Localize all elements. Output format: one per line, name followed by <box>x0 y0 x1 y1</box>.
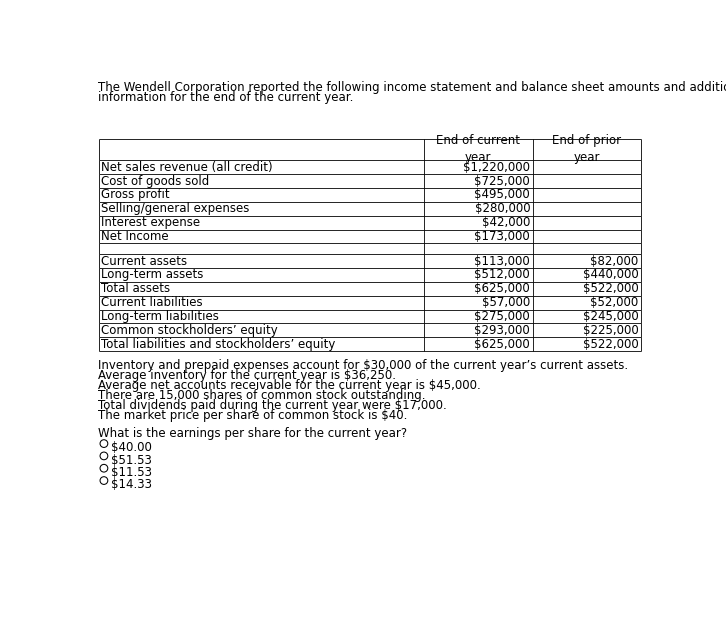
Text: The market price per share of common stock is $40.: The market price per share of common sto… <box>99 409 408 422</box>
Text: $495,000: $495,000 <box>474 188 530 201</box>
Text: Common stockholders’ equity: Common stockholders’ equity <box>101 324 277 337</box>
Text: Total assets: Total assets <box>101 282 170 295</box>
Text: Current assets: Current assets <box>101 255 187 268</box>
Text: End of current
year: End of current year <box>436 135 521 164</box>
Text: Average inventory for the current year is $36,250.: Average inventory for the current year i… <box>99 369 396 382</box>
Text: $1,220,000: $1,220,000 <box>463 161 530 174</box>
Text: $245,000: $245,000 <box>583 310 639 323</box>
Text: There are 15,000 shares of common stock outstanding.: There are 15,000 shares of common stock … <box>99 389 426 402</box>
Text: $173,000: $173,000 <box>474 230 530 243</box>
Text: $57,000: $57,000 <box>482 296 530 309</box>
Text: Inventory and prepaid expenses account for $30,000 of the current year’s current: Inventory and prepaid expenses account f… <box>99 359 629 372</box>
Text: The Wendell Corporation reported the following income statement and balance shee: The Wendell Corporation reported the fol… <box>99 81 726 94</box>
Text: Cost of goods sold: Cost of goods sold <box>101 174 209 188</box>
Text: Total liabilities and stockholders’ equity: Total liabilities and stockholders’ equi… <box>101 338 335 351</box>
Text: Selling/general expenses: Selling/general expenses <box>101 202 249 215</box>
Text: Interest expense: Interest expense <box>101 216 200 229</box>
Text: End of prior
year: End of prior year <box>552 135 621 164</box>
Text: information for the end of the current year.: information for the end of the current y… <box>99 91 354 104</box>
Text: Total dividends paid during the current year were $17,000.: Total dividends paid during the current … <box>99 399 447 412</box>
Text: What is the earnings per share for the current year?: What is the earnings per share for the c… <box>99 427 407 440</box>
Text: $14.33: $14.33 <box>111 478 152 492</box>
Text: $280,000: $280,000 <box>475 202 530 215</box>
Text: $11.53: $11.53 <box>111 466 152 479</box>
Text: $625,000: $625,000 <box>474 282 530 295</box>
Text: $40.00: $40.00 <box>111 441 152 454</box>
Text: $293,000: $293,000 <box>474 324 530 337</box>
Text: $725,000: $725,000 <box>474 174 530 188</box>
Text: Long-term assets: Long-term assets <box>101 269 203 282</box>
Text: $625,000: $625,000 <box>474 338 530 351</box>
Text: $522,000: $522,000 <box>583 338 639 351</box>
Text: $82,000: $82,000 <box>590 255 639 268</box>
Text: $113,000: $113,000 <box>474 255 530 268</box>
Text: $522,000: $522,000 <box>583 282 639 295</box>
Text: $42,000: $42,000 <box>482 216 530 229</box>
Text: $440,000: $440,000 <box>583 269 639 282</box>
Text: Average net accounts receivable for the current year is $45,000.: Average net accounts receivable for the … <box>99 379 481 392</box>
Text: $51.53: $51.53 <box>111 454 152 467</box>
Text: $52,000: $52,000 <box>590 296 639 309</box>
Text: $275,000: $275,000 <box>474 310 530 323</box>
Text: $512,000: $512,000 <box>474 269 530 282</box>
Text: Net sales revenue (all credit): Net sales revenue (all credit) <box>101 161 272 174</box>
Text: $225,000: $225,000 <box>583 324 639 337</box>
Text: Current liabilities: Current liabilities <box>101 296 203 309</box>
Text: Net Income: Net Income <box>101 230 168 243</box>
Text: Gross profit: Gross profit <box>101 188 169 201</box>
Text: Long-term liabilities: Long-term liabilities <box>101 310 219 323</box>
